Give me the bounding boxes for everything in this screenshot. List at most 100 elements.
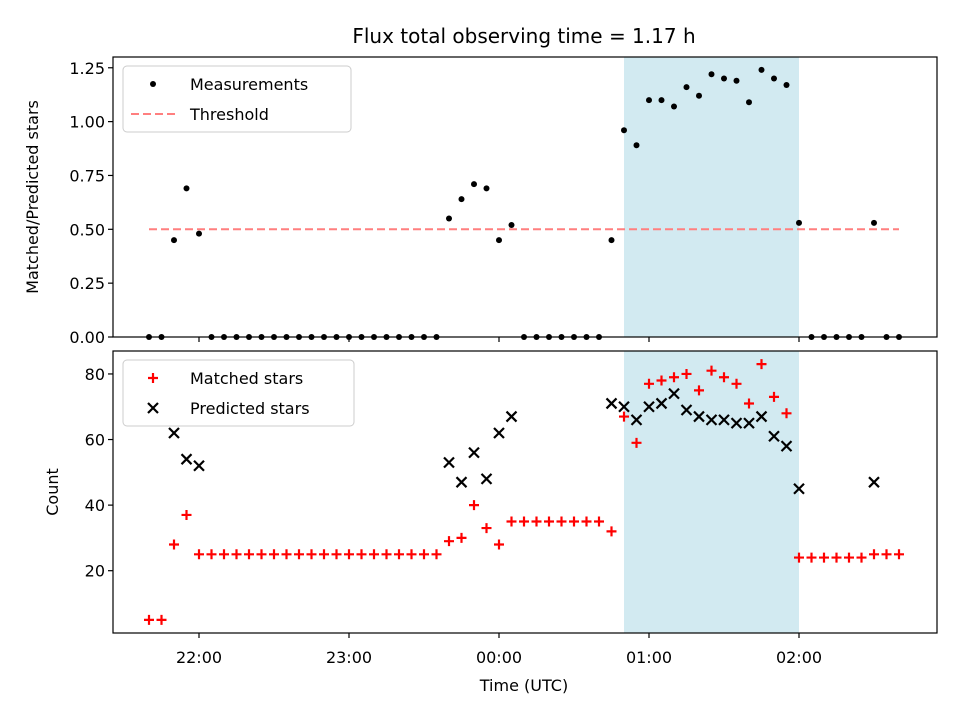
matched-stars-point bbox=[506, 516, 517, 527]
predicted-stars-point bbox=[193, 459, 205, 472]
matched-stars-point bbox=[394, 549, 404, 560]
x-axis-label: Time (UTC) bbox=[479, 676, 568, 695]
measurements-point bbox=[471, 181, 477, 188]
predicted-stars-point bbox=[780, 440, 793, 452]
matched-stars-point bbox=[206, 549, 217, 560]
predicted-stars-point bbox=[630, 414, 643, 426]
y-axis-label: Matched/Predicted stars bbox=[23, 100, 42, 294]
predicted-stars-point bbox=[705, 414, 718, 426]
plot-frame bbox=[112, 56, 938, 338]
predicted-stars-point bbox=[868, 476, 880, 488]
matched-stars-point bbox=[706, 365, 717, 376]
predicted-stars-point bbox=[643, 400, 655, 413]
x-tick-label: 23:00 bbox=[326, 648, 372, 667]
measurements-point bbox=[496, 237, 502, 244]
y-tick-label: 0.50 bbox=[69, 220, 105, 239]
legend-label: Measurements bbox=[190, 75, 308, 94]
panel-2: 20 40 60 80 22:00 23:00 00:00 01:00 02:00 Count Ma… bbox=[43, 350, 938, 667]
y-axis-label: Count bbox=[43, 468, 62, 516]
predicted-stars-point bbox=[480, 473, 493, 485]
x-tick-label: 00:00 bbox=[476, 648, 522, 667]
legend-box bbox=[122, 359, 355, 427]
x-tick-label: 02:00 bbox=[776, 648, 822, 667]
matched-stars-point bbox=[231, 549, 242, 560]
matched-stars-point bbox=[756, 359, 767, 370]
matched-stars-point bbox=[769, 391, 779, 402]
y-tick-label: 1.25 bbox=[69, 59, 105, 78]
matched-stars-point bbox=[144, 614, 154, 625]
matched-stars-point bbox=[644, 378, 654, 389]
matched-stars-point bbox=[219, 549, 229, 560]
matched-stars-point bbox=[269, 549, 279, 560]
matched-stars-point bbox=[281, 549, 292, 560]
matched-stars-point bbox=[169, 539, 179, 550]
matched-stars-point bbox=[481, 523, 492, 534]
matched-stars-point bbox=[594, 516, 604, 527]
matched-stars-point bbox=[406, 549, 417, 560]
matched-stars-point bbox=[369, 549, 379, 560]
predicted-stars-point bbox=[743, 417, 755, 429]
matched-stars-point bbox=[344, 549, 354, 560]
predicted-stars-point bbox=[180, 453, 193, 465]
measurements-point bbox=[758, 66, 765, 73]
matched-stars-point bbox=[631, 437, 642, 448]
matched-stars-point bbox=[656, 375, 667, 386]
matched-stars-point bbox=[544, 516, 554, 527]
predicted-stars-point bbox=[693, 410, 705, 423]
matched-stars-point bbox=[381, 549, 392, 560]
y-tick-label: 60 bbox=[85, 431, 105, 450]
legend-marker-matched bbox=[148, 373, 158, 383]
predicted-stars-point bbox=[655, 397, 668, 410]
matched-stars-point bbox=[419, 549, 429, 560]
measurements-point bbox=[621, 127, 627, 134]
y-tick-label: 0.00 bbox=[69, 328, 105, 347]
y-tick-label: 20 bbox=[85, 562, 105, 581]
predicted-stars-point bbox=[718, 414, 730, 426]
predicted-stars-point bbox=[468, 446, 480, 459]
matched-stars-point bbox=[556, 516, 567, 527]
matched-stars-point bbox=[681, 368, 692, 379]
legend-marker-measurements bbox=[150, 81, 156, 87]
measurements-point bbox=[171, 237, 177, 244]
measurements-point bbox=[696, 92, 702, 99]
predicted-stars-point bbox=[605, 397, 618, 410]
matched-stars-point bbox=[431, 549, 442, 560]
matched-stars-point bbox=[694, 385, 704, 396]
measurements-point bbox=[633, 142, 640, 149]
matched-stars-point bbox=[469, 500, 479, 511]
predicted-stars-point bbox=[768, 430, 780, 443]
matched-stars-point bbox=[781, 408, 792, 419]
y-tick-label: 0.75 bbox=[69, 166, 105, 185]
measurements-point bbox=[796, 219, 802, 226]
matched-stars-point bbox=[256, 549, 267, 560]
y-tick-label: 0.25 bbox=[69, 274, 105, 293]
matched-stars-point bbox=[306, 549, 317, 560]
predicted-stars-point bbox=[618, 400, 630, 413]
matched-stars-point bbox=[669, 372, 679, 383]
matched-stars-point bbox=[881, 549, 892, 560]
legend-label: Threshold bbox=[189, 105, 269, 124]
legend-label: Predicted stars bbox=[190, 399, 310, 418]
measurements-point bbox=[708, 71, 715, 78]
measurements-point bbox=[646, 97, 652, 104]
plot-frame bbox=[112, 350, 938, 634]
predicted-stars-point bbox=[505, 410, 518, 423]
predicted-stars-point bbox=[793, 482, 805, 495]
y-tick-label: 40 bbox=[85, 496, 105, 515]
matched-stars-point bbox=[244, 549, 254, 560]
predicted-stars-point bbox=[493, 427, 505, 439]
measurements-point bbox=[658, 97, 665, 104]
matched-stars-point bbox=[531, 516, 542, 527]
matched-stars-point bbox=[744, 398, 754, 409]
observing-window-band bbox=[624, 57, 799, 337]
matched-stars-point bbox=[856, 552, 867, 563]
matched-stars-point bbox=[181, 509, 192, 520]
matched-stars-point bbox=[194, 549, 204, 560]
matched-stars-point bbox=[519, 516, 529, 527]
predicted-stars-point bbox=[443, 456, 455, 469]
measurements-point bbox=[771, 75, 777, 82]
y-tick-label: 80 bbox=[85, 365, 105, 384]
measurements-point bbox=[671, 103, 677, 110]
matched-stars-point bbox=[331, 549, 342, 560]
matched-stars-point bbox=[319, 549, 329, 560]
